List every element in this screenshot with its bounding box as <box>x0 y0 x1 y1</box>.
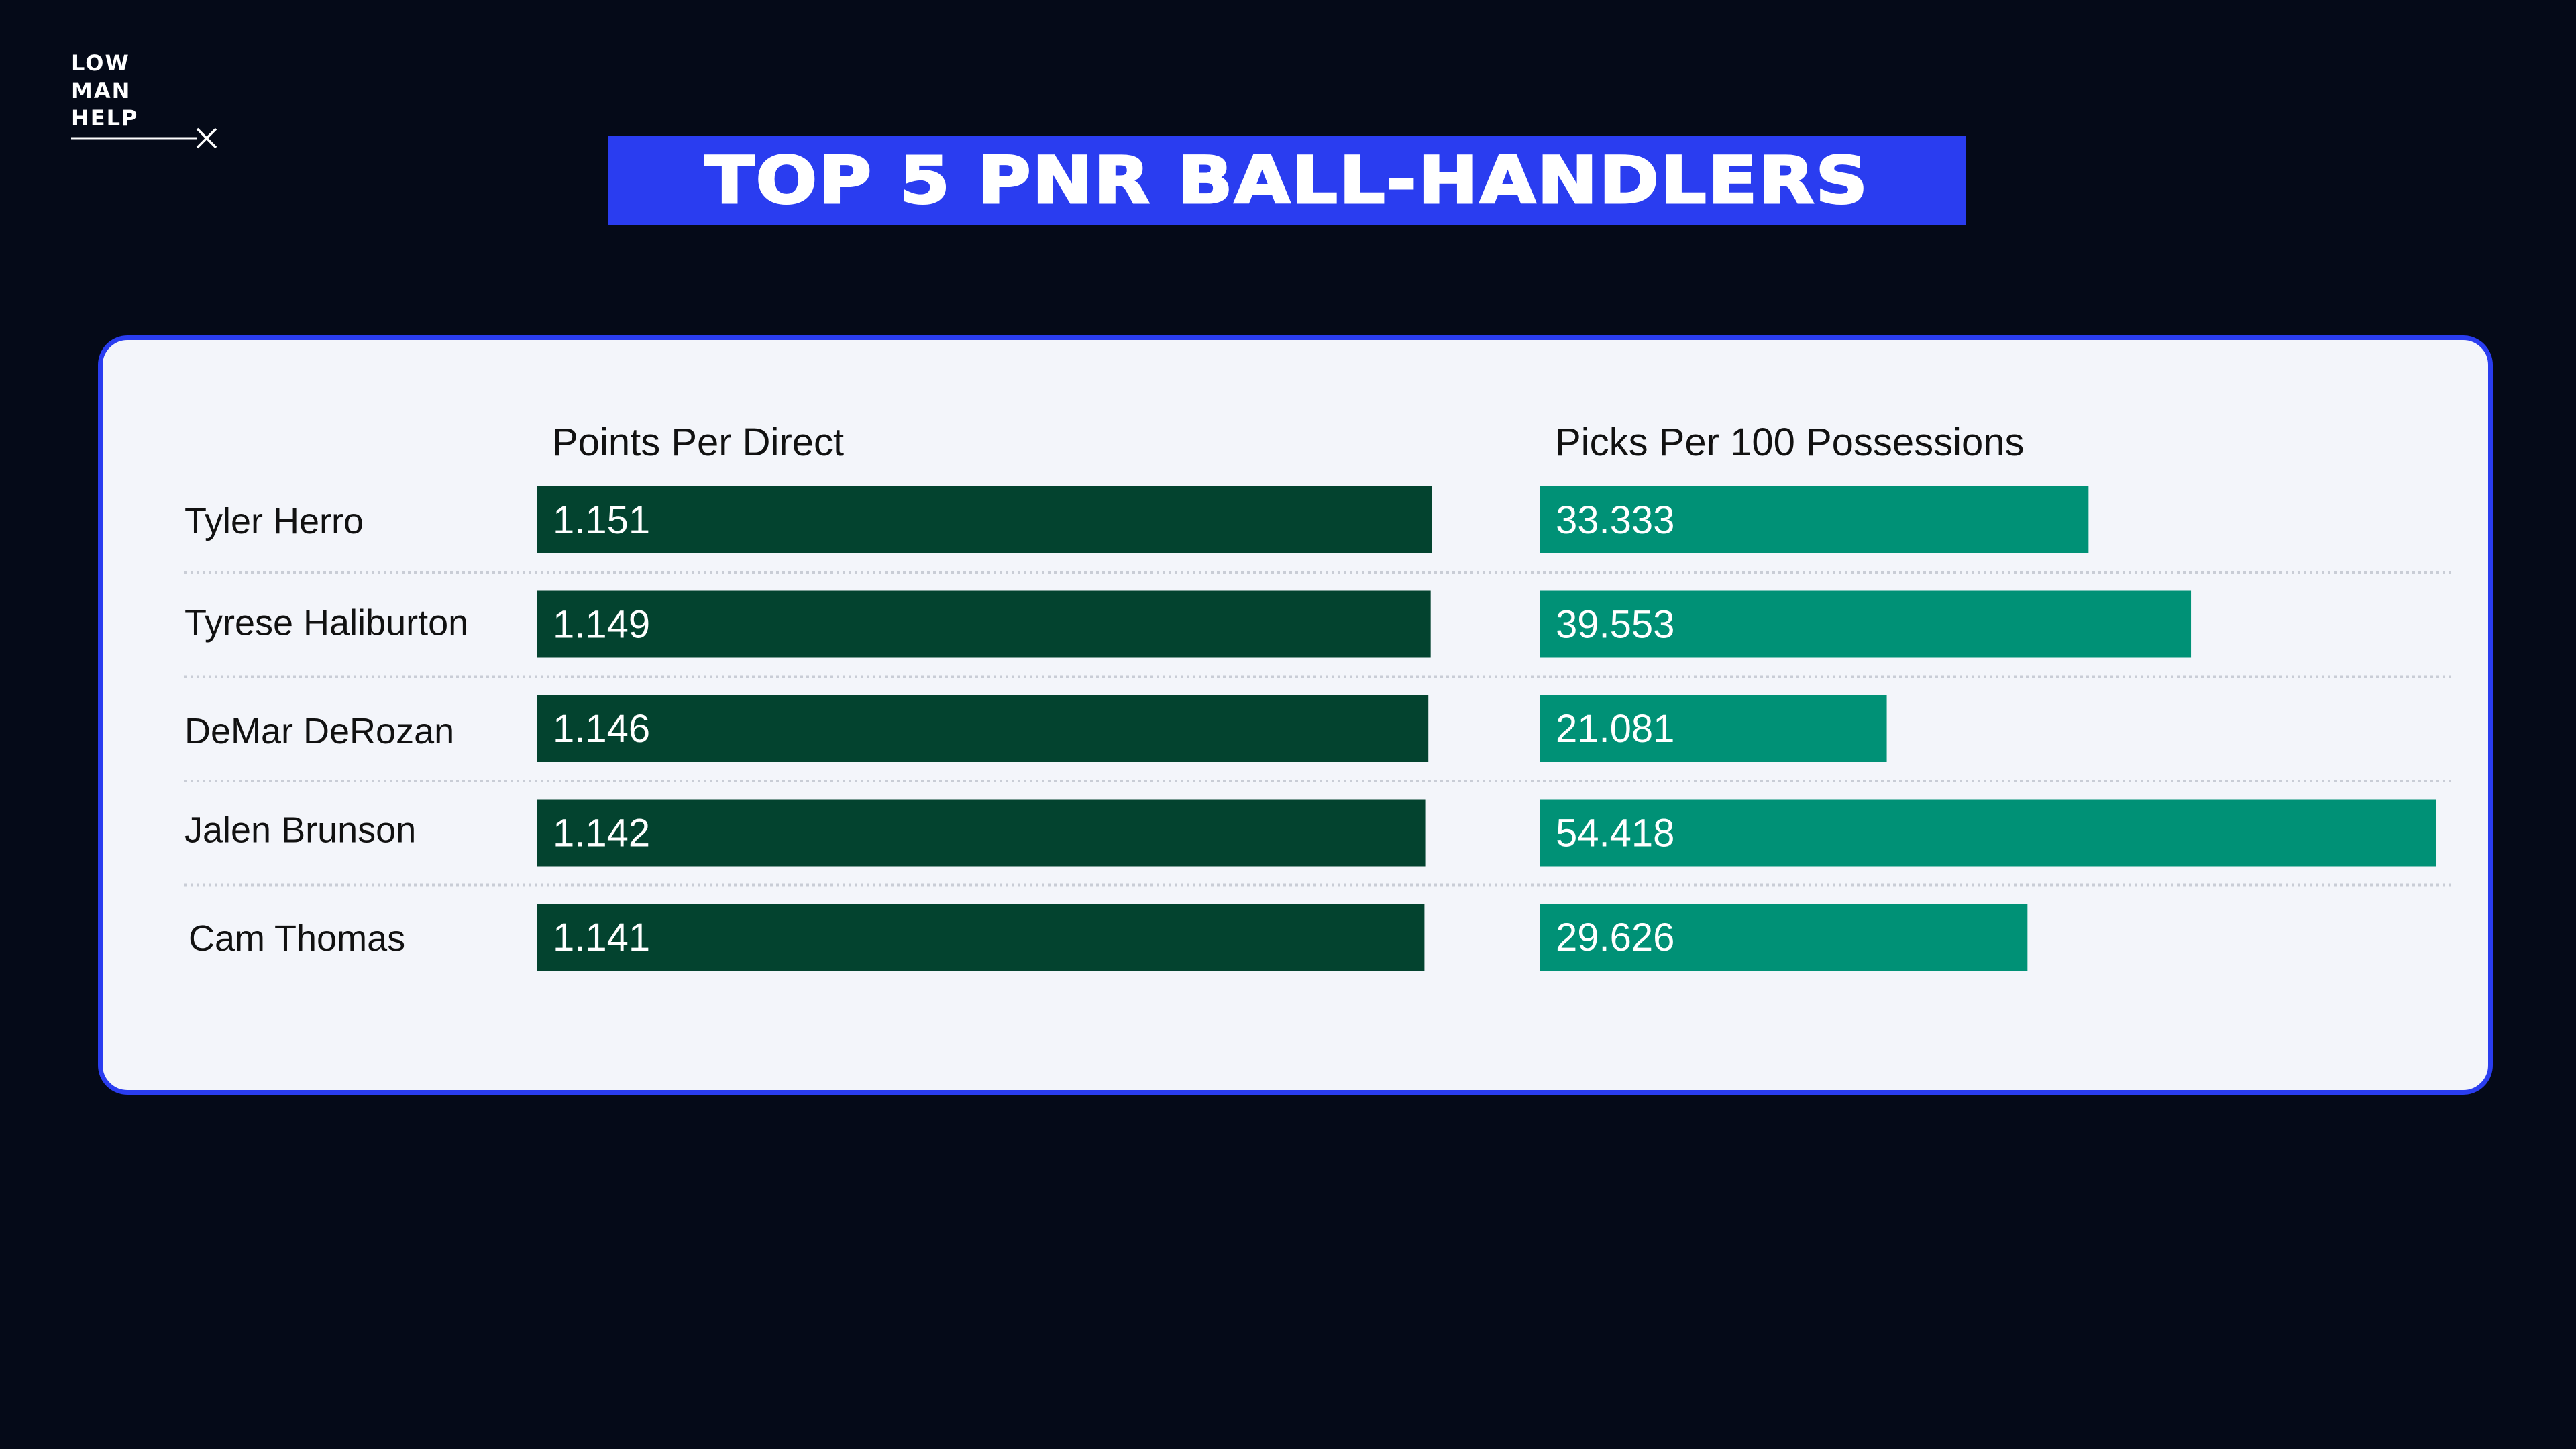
bar-picks-per-100 <box>1540 486 2089 553</box>
player-name: Cam Thomas <box>189 918 405 959</box>
bar-points-per-direct <box>537 904 1425 971</box>
chart-panel: Points Per Direct Picks Per 100 Possessio… <box>98 335 2493 1095</box>
bar-chart: Points Per Direct Picks Per 100 Possessio… <box>184 421 2451 971</box>
bar-picks-per-100 <box>1540 904 2028 971</box>
bar-value-label: 1.149 <box>553 603 650 647</box>
logo-line-1: LOW <box>71 50 130 76</box>
brand-logo: LOW MAN HELP <box>71 50 225 150</box>
bar-value-label: 1.146 <box>553 707 650 751</box>
bar-value-label: 33.333 <box>1556 498 1674 542</box>
bar-value-label: 1.142 <box>553 812 650 855</box>
bar-points-per-direct <box>537 799 1426 867</box>
page-title: TOP 5 PNR BALL-HANDLERS <box>704 142 1870 219</box>
bar-picks-per-100 <box>1540 799 2436 867</box>
player-name: Tyler Herro <box>184 501 364 541</box>
series-header-2: Picks Per 100 Possessions <box>1555 421 2025 464</box>
bar-points-per-direct <box>537 590 1431 658</box>
player-name: Tyrese Haliburton <box>184 603 468 643</box>
logo-x-mark-icon <box>71 127 217 149</box>
bar-points-per-direct <box>537 695 1429 762</box>
player-name: DeMar DeRozan <box>184 711 454 751</box>
bar-picks-per-100 <box>1540 695 1887 762</box>
player-name: Jalen Brunson <box>184 810 416 851</box>
bar-points-per-direct <box>537 486 1432 553</box>
logo-line-3: HELP <box>71 105 139 131</box>
bar-value-label: 1.141 <box>553 916 650 959</box>
bar-value-label: 21.081 <box>1556 707 1674 751</box>
logo-line-2: MAN <box>71 78 131 103</box>
series-header-1: Points Per Direct <box>552 421 844 464</box>
bar-value-label: 1.151 <box>553 498 650 542</box>
bar-picks-per-100 <box>1540 590 2192 658</box>
title-banner: TOP 5 PNR BALL-HANDLERS <box>608 136 1966 225</box>
bar-value-label: 29.626 <box>1556 916 1674 959</box>
bar-value-label: 54.418 <box>1556 812 1674 855</box>
bar-value-label: 39.553 <box>1556 603 1674 647</box>
